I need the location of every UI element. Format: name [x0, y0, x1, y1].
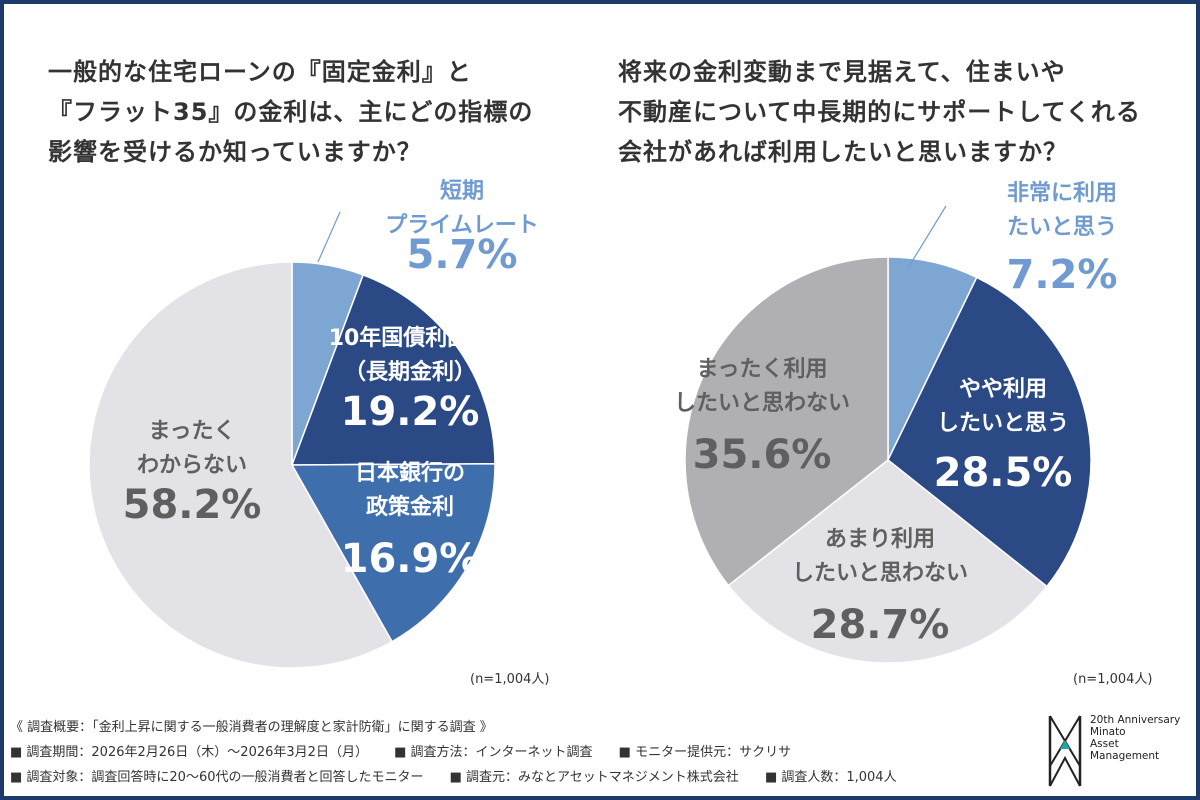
chart-1-title-line: 一般的な住宅ローンの『固定金利』と	[48, 58, 472, 86]
survey-line-3: ■ 調査対象：調査回答時に20～60代の一般消費者と回答したモニター ■ 調査元…	[10, 766, 919, 785]
chart-1-slice-label: 10年国債利回り	[329, 325, 492, 351]
chart-2-leader-line	[907, 205, 947, 269]
chart-2-title-line: 会社があれば利用したいと思いますか？	[618, 138, 1068, 166]
chart-1-slice-label: プライムレート	[385, 213, 539, 238]
chart-1-slice-value: 16.9%	[341, 536, 480, 582]
chart-1-slice	[290, 462, 496, 643]
chart-1-slice-label: 日本銀行の	[355, 460, 465, 486]
chart-1-slice-value: 19.2%	[341, 389, 480, 435]
chart-2-slice	[684, 256, 889, 587]
chart-2-slice-value: 28.5%	[934, 450, 1073, 496]
chart-2-slice-label: あまり利用	[825, 527, 935, 552]
chart-1-slice-label: （長期金利）	[344, 359, 476, 385]
chart-2-slice-label: したいと思わない	[792, 561, 968, 586]
chart-1-slice-label: 短期	[440, 179, 484, 204]
chart-1-slice-value: 58.2%	[123, 482, 262, 528]
chart-1-leader-line	[317, 211, 341, 263]
chart-2-slice-label: したいと思う	[937, 411, 1069, 436]
chart-2-slice-label: たいと思う	[1007, 215, 1117, 240]
chart-1-title-line: 『フラット35』の金利は、主にどの指標の	[48, 98, 534, 126]
logo-text-line: Asset	[1090, 738, 1119, 750]
survey-source: ■ 調査元：みなとアセットマネジメント株式会社	[449, 770, 739, 785]
survey-target: ■ 調査対象：調査回答時に20～60代の一般消費者と回答したモニター	[10, 770, 424, 785]
survey-summary: 《 調査概要：「金利上昇に関する一般消費者の理解度と家計防衛」に関する調査 》	[10, 720, 493, 735]
chart-2-slice	[887, 276, 1092, 588]
company-logo-icon	[1048, 715, 1082, 787]
chart-1-slice-label: わからない	[137, 453, 247, 478]
chart-2-slice-value: 35.6%	[693, 432, 832, 478]
chart-2-slice	[727, 459, 1048, 664]
logo-text-line: Management	[1090, 750, 1160, 762]
chart-1-slice	[290, 273, 496, 466]
chart-2-slice-value: 28.7%	[811, 602, 950, 648]
chart-1-sample-note: (n=1,004人)	[470, 672, 550, 687]
chart-2-slice-label: 非常に利用	[1007, 180, 1117, 206]
chart-1-title: 一般的な住宅ローンの『固定金利』と 『フラット35』の金利は、主にどの指標の 影…	[48, 52, 533, 172]
chart-2-slice-label: まったく利用	[696, 357, 827, 382]
survey-line-2: ■ 調査期間：2026年2月26日（木）～2026年3月2日（月） ■ 調査方法…	[10, 741, 813, 760]
chart-1-slice-label: まったく	[148, 419, 235, 444]
survey-method: ■ 調査方法：インターネット調査	[394, 745, 593, 760]
logo-text: 20th Anniversary Minato Asset Management	[1090, 714, 1180, 762]
chart-1-title-line: 影響を受けるか知っていますか？	[48, 138, 422, 166]
chart-2-title-line: 不動産について中長期的にサポートしてくれる	[618, 98, 1141, 126]
survey-period: ■ 調査期間：2026年2月26日（木）～2026年3月2日（月）	[10, 745, 368, 760]
survey-count: ■ 調査人数：1,004人	[764, 770, 897, 785]
chart-1-slice-value: 5.7%	[407, 232, 518, 278]
chart-2-sample-note: (n=1,004人)	[1073, 672, 1153, 687]
chart-2-slice-label: したいと思わない	[674, 391, 850, 416]
chart-1-slice	[88, 261, 394, 669]
chart-2-title: 将来の金利変動まで見据えて、住まいや 不動産について中長期的にサポートしてくれる…	[618, 52, 1141, 172]
logo-text-line: Minato	[1090, 726, 1126, 738]
chart-2-slice-value: 7.2%	[1007, 252, 1118, 298]
survey-monitor-provider: ■ モニター提供元：サクリサ	[618, 745, 792, 760]
chart-1-slice-label: 政策金利	[366, 494, 454, 520]
chart-2-slice-label: やや利用	[959, 377, 1047, 402]
logo-text-line: 20th Anniversary	[1090, 714, 1181, 726]
chart-2-title-line: 将来の金利変動まで見据えて、住まいや	[618, 58, 1066, 86]
